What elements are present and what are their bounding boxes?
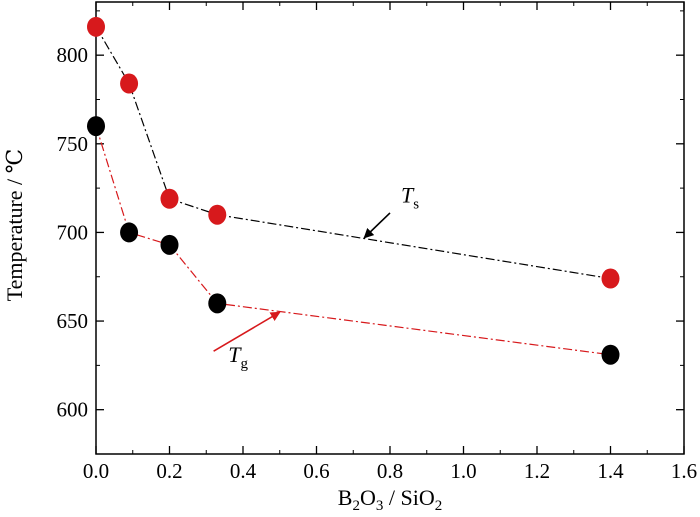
- data-point-tg: [120, 222, 139, 243]
- y-tick-label: 600: [57, 398, 89, 422]
- x-tick-label: 1.4: [597, 459, 624, 483]
- x-tick-label: 1.6: [671, 459, 697, 483]
- annotation-label-ts: Ts: [401, 182, 419, 212]
- x-tick-label: 1.0: [450, 459, 476, 483]
- data-point-ts: [120, 73, 139, 94]
- data-point-tg: [601, 344, 620, 365]
- data-point-ts: [87, 16, 105, 37]
- y-axis-label: Temperature / ℃: [2, 149, 27, 302]
- x-tick-label: 0.4: [230, 459, 257, 483]
- data-point-ts: [601, 268, 620, 289]
- x-tick-label: 0.6: [303, 459, 329, 483]
- x-tick-label: 0.8: [377, 459, 403, 483]
- plot-area-frame: [95, 1, 685, 455]
- y-tick-label: 800: [57, 43, 89, 67]
- x-axis-label: B2O3 / SiO2: [338, 485, 442, 514]
- data-point-tg: [208, 293, 227, 314]
- data-point-ts: [208, 204, 227, 225]
- data-point-tg: [160, 234, 179, 255]
- annotation-label-tg: Tg: [228, 342, 248, 372]
- x-tick-label: 1.2: [524, 459, 550, 483]
- y-tick-label: 750: [57, 132, 89, 156]
- x-tick-label: 0.2: [156, 459, 182, 483]
- x-tick-label: 0.0: [83, 459, 109, 483]
- y-tick-label: 650: [57, 309, 89, 333]
- y-tick-label: 700: [57, 220, 89, 244]
- data-point-tg: [87, 116, 105, 137]
- data-point-ts: [160, 188, 179, 209]
- annotation-arrow-ts: [363, 212, 391, 239]
- annotation-arrow-tg: [213, 311, 281, 352]
